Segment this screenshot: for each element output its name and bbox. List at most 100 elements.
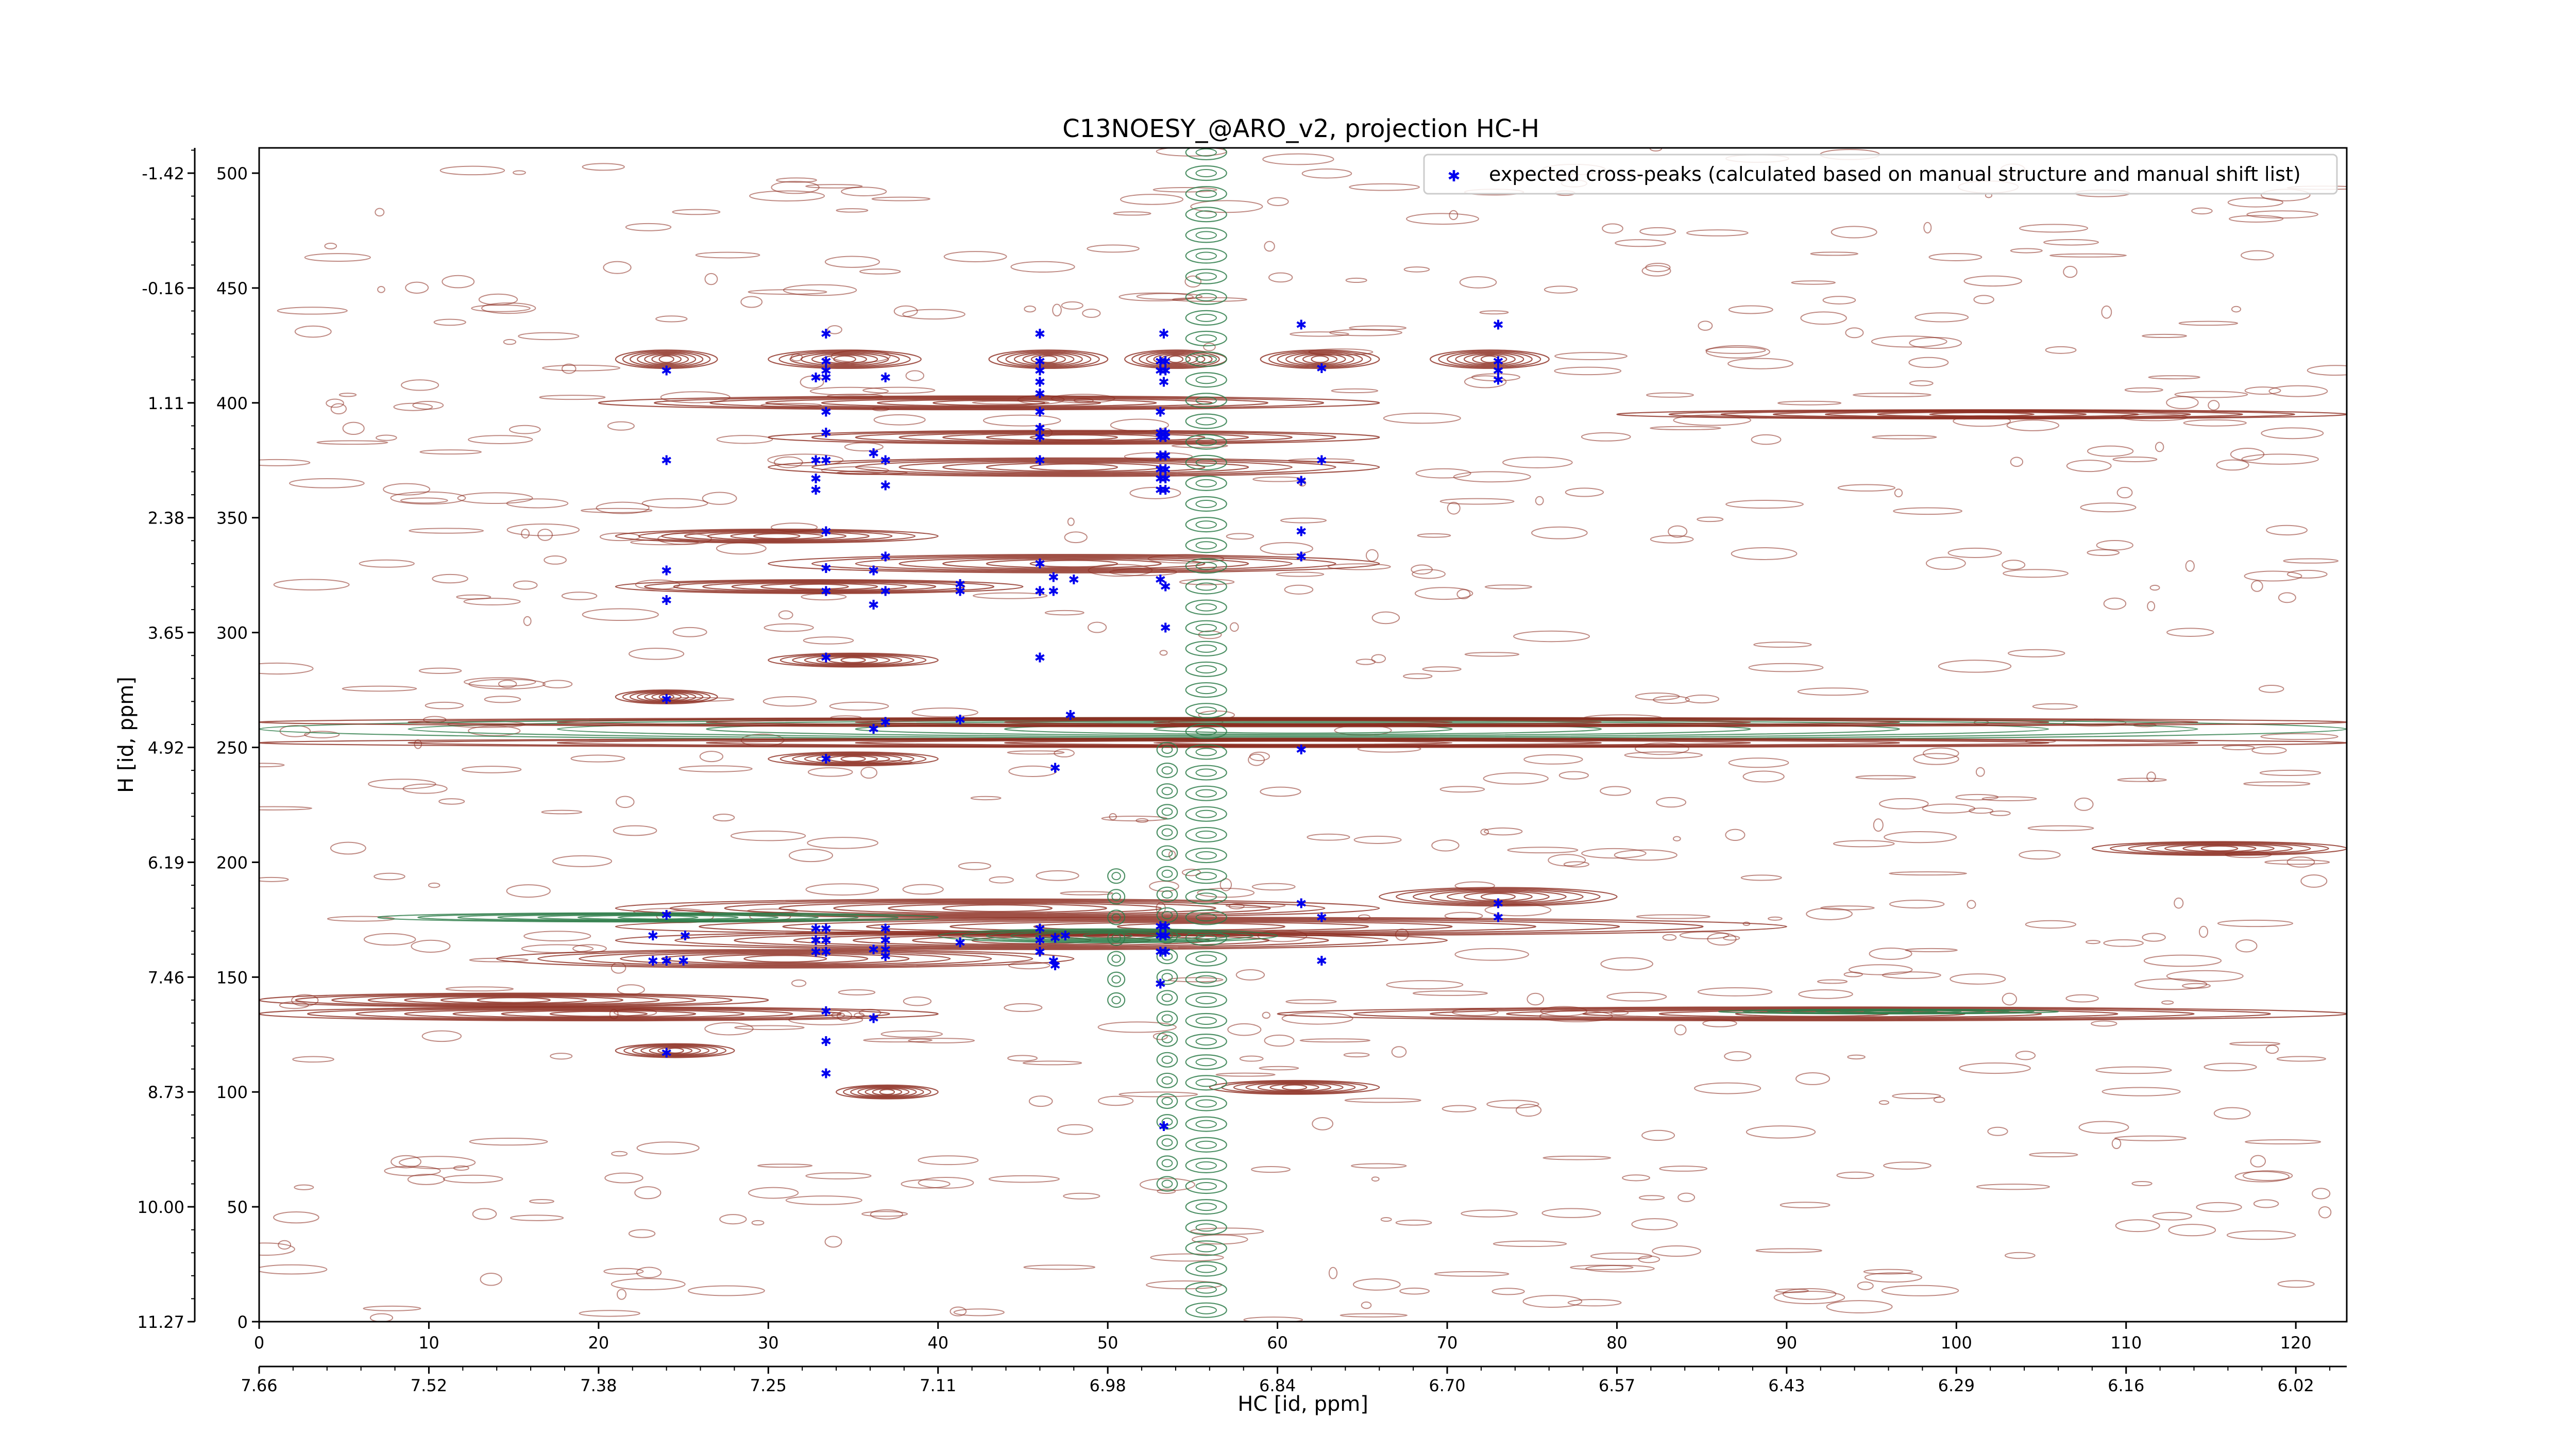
x-ppm-tick-label: 6.57 (1599, 1376, 1635, 1395)
contour-band (768, 430, 1380, 445)
cross-peak-marker: ✱ (820, 453, 832, 468)
cross-peak-marker: ✱ (1493, 355, 1504, 370)
cross-peak-marker: ✱ (880, 922, 891, 937)
cross-peak-marker: ✱ (810, 483, 822, 498)
cross-peak-marker: ✱ (880, 584, 891, 599)
contour-band (615, 528, 939, 544)
cross-peak-marker: ✱ (955, 584, 966, 599)
cross-peak-marker: ✱ (1060, 929, 1071, 944)
cross-peak-marker: ✱ (1034, 405, 1045, 420)
cross-peak-marker: ✱ (1296, 317, 1307, 333)
cross-peak-marker: ✱ (1296, 743, 1307, 758)
cross-peak-marker: ✱ (810, 944, 822, 960)
cross-peak-marker: ✱ (880, 942, 891, 958)
cross-peak-marker: ✱ (1034, 584, 1045, 599)
cross-peak-marker: ✱ (868, 942, 879, 958)
y-tick-label: 350 (216, 509, 248, 528)
vertical-artifact-band (1185, 148, 1227, 1318)
cross-peak-marker: ✱ (647, 929, 658, 944)
contour-band (377, 912, 939, 923)
cross-peak-marker: ✱ (1316, 453, 1327, 468)
cross-peak-marker: ✱ (868, 598, 879, 613)
cross-peak-marker: ✱ (1160, 462, 1171, 478)
cross-peak-marker: ✱ (955, 713, 966, 728)
contour-band (1260, 349, 1380, 369)
cross-peak-marker: ✱ (1155, 430, 1166, 446)
cross-peak-marker: ✱ (1034, 430, 1045, 446)
x-axis-ppm: 7.66 7.52 7.38 7.25 7.11 6.98 6.84 6.70 6.57 6.43… (241, 1366, 2331, 1395)
cross-peak-marker: ✱ (1160, 363, 1171, 379)
cross-peak-marker: ✱ (820, 584, 832, 599)
cross-peak-marker: ✱ (1065, 708, 1076, 723)
y-tick-label: 400 (216, 394, 248, 413)
cross-peak-marker: ✱ (1316, 910, 1327, 925)
x-ppm-tick-label: 7.52 (411, 1376, 447, 1395)
cross-peak-marker: ✱ (1160, 919, 1171, 935)
legend-entry: expected cross-peaks (calculated based o… (1489, 163, 2301, 185)
contour-band (496, 949, 1075, 969)
cross-peak-marker: ✱ (1049, 931, 1061, 947)
x-ppm-tick-label: 7.38 (580, 1376, 617, 1395)
x-ppm-tick-label: 7.66 (241, 1376, 277, 1395)
x-tick-label: 110 (2110, 1333, 2142, 1353)
cross-peak-marker: ✱ (820, 370, 832, 386)
contour-band (615, 1043, 735, 1058)
cross-peak-marker: ✱ (1034, 363, 1045, 379)
vertical-artifact-band (1107, 868, 1126, 1008)
cross-peak-marker: ✱ (661, 692, 672, 707)
x-tick-label: 80 (1606, 1333, 1628, 1353)
cross-peak-marker: ✱ (820, 363, 832, 379)
x-ppm-tick-label: 7.25 (750, 1376, 787, 1395)
cross-peak-marker: ✱ (820, 752, 832, 767)
cross-peak-marker: ✱ (810, 453, 822, 468)
cross-peak-marker: ✱ (1034, 375, 1045, 391)
contour-band (615, 579, 1024, 594)
y-ppm-tick-label: 10.00 (137, 1197, 184, 1217)
cross-peak-marker: ✱ (1493, 910, 1504, 925)
cross-peak-marker: ✱ (1493, 373, 1504, 388)
x-tick-label: 120 (2280, 1333, 2312, 1353)
cross-peak-marker: ✱ (661, 563, 672, 579)
y-axis-label: H [id, ppm] (114, 677, 138, 793)
cross-peak-marker: ✱ (1160, 471, 1171, 487)
contour-band (1429, 349, 1550, 369)
cross-peak-marker: ✱ (1034, 933, 1045, 949)
y-ppm-tick-label: -0.16 (142, 279, 184, 298)
cross-peak-marker: ✱ (820, 561, 832, 577)
contour-band (768, 349, 922, 369)
x-ppm-tick-label: 6.43 (1768, 1376, 1805, 1395)
cross-peak-marker: ✱ (955, 577, 966, 593)
cross-peak-marker: ✱ (810, 370, 822, 386)
x-ppm-tick-label: 6.70 (1429, 1376, 1465, 1395)
contour-band (615, 689, 718, 704)
cross-peak-marker: ✱ (1155, 572, 1166, 588)
cross-peak-marker: ✱ (1296, 474, 1307, 489)
cross-peak-marker: ✱ (820, 405, 832, 420)
x-tick-label: 30 (758, 1333, 779, 1353)
y-tick-label: 150 (216, 968, 248, 987)
cross-peak-marker: ✱ (1493, 897, 1504, 912)
cross-peak-marker: ✱ (678, 954, 689, 969)
cross-peak-marker: ✱ (1155, 977, 1166, 992)
cross-peak-marker: ✱ (647, 954, 658, 969)
contour-band (615, 349, 718, 369)
cross-peak-marker: ✱ (820, 1004, 832, 1020)
y-tick-label: 500 (216, 164, 248, 183)
cross-peak-marker: ✱ (1034, 944, 1045, 960)
cross-peak-marker: ✱ (820, 944, 832, 960)
x-tick-label: 60 (1267, 1333, 1288, 1353)
cross-peak-marker: ✱ (868, 446, 879, 462)
cross-peak-marker: ✱ (680, 929, 691, 944)
cross-peak-marker: ✱ (820, 524, 832, 539)
cross-peak-marker: ✱ (1155, 448, 1166, 464)
y-tick-label: 200 (216, 853, 248, 872)
cross-peak-marker: ✱ (810, 922, 822, 937)
cross-peak-marker: ✱ (661, 363, 672, 379)
cross-peak-marker: ✱ (1160, 483, 1171, 498)
cross-peak-marker: ✱ (810, 471, 822, 487)
y-ppm-tick-label: 3.65 (148, 623, 184, 643)
cross-peak-marker: ✱ (1158, 375, 1170, 391)
cross-peak-marker: ✱ (1034, 922, 1045, 937)
